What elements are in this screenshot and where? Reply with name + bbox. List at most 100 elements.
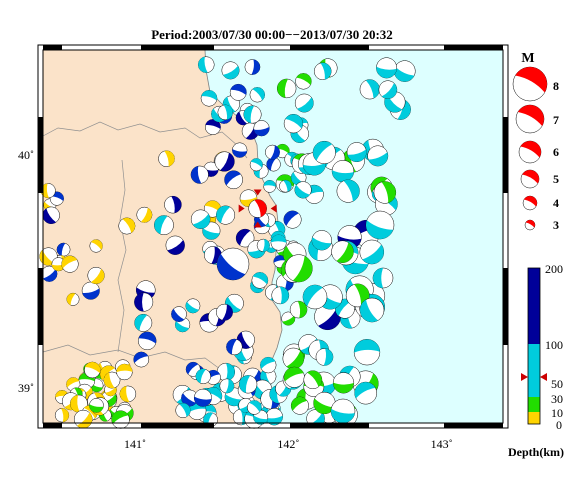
focal-mechanism — [313, 62, 332, 81]
focal-mechanism — [243, 105, 262, 124]
lon-tick-label: 141˚ — [124, 437, 146, 451]
magnitude-label-6: 6 — [553, 145, 559, 159]
focal-mechanism — [171, 306, 187, 322]
magnitude-label-4: 4 — [553, 196, 559, 210]
focal-mechanism — [249, 87, 265, 103]
lon-tick-label: 142˚ — [277, 437, 299, 451]
magnitude-legend-title: M — [521, 51, 534, 66]
focal-mechanism — [134, 292, 154, 312]
focal-mechanism — [283, 210, 302, 229]
focal-mechanism — [372, 267, 394, 289]
focal-mechanism — [295, 73, 312, 90]
focal-mechanism — [282, 347, 305, 370]
focal-mechanism — [219, 378, 235, 394]
focal-mechanism — [279, 179, 292, 193]
depth-colorbar: 200 100 50 30 10 0 Depth(km) — [508, 262, 564, 459]
focal-mechanism — [346, 142, 367, 163]
highlight-event-marker — [253, 221, 262, 228]
focal-mechanism — [195, 368, 211, 385]
focal-mechanism — [200, 90, 218, 107]
focal-mechanism — [251, 272, 269, 289]
depth-band-30-10 — [528, 397, 540, 412]
focal-mechanism — [247, 400, 262, 415]
highlight-event-marker — [253, 189, 262, 196]
focal-mechanism — [193, 388, 212, 407]
focal-mechanism — [249, 158, 263, 172]
magnitude-label-7: 7 — [553, 113, 559, 127]
depth-tick-10: 10 — [551, 406, 563, 420]
magnitude-legend-symbol — [512, 66, 548, 102]
focal-mechanism — [202, 221, 221, 240]
magnitude-legend-symbol — [518, 140, 542, 164]
focal-mechanism — [376, 57, 397, 79]
depth-scale-title: Depth(km) — [508, 445, 564, 459]
map-title: Period:2003/07/30 00:00−−2013/07/30 20:3… — [151, 27, 393, 42]
focal-mechanism — [365, 210, 395, 240]
depth-marker-right — [540, 373, 547, 381]
magnitude-legend-symbol — [524, 219, 536, 231]
depth-band-100-30 — [528, 344, 540, 397]
focal-mechanism — [253, 120, 270, 137]
focal-mechanism — [276, 78, 297, 99]
focal-mechanism — [313, 391, 336, 415]
focal-mechanism — [359, 239, 385, 265]
focal-mechanism — [373, 181, 397, 204]
focal-mechanism — [138, 331, 157, 351]
focal-mechanism — [235, 228, 255, 248]
focal-mechanism — [61, 255, 79, 273]
focal-mechanism — [359, 79, 380, 100]
focal-mechanism — [256, 238, 270, 252]
focal-mechanism — [354, 381, 378, 405]
focal-mechanism — [118, 217, 136, 235]
frame-scale-bars — [38, 45, 508, 428]
map-frame — [37, 44, 509, 429]
focal-mechanism — [216, 205, 236, 225]
depth-tick-30: 30 — [551, 392, 563, 406]
focal-mechanism — [165, 235, 185, 255]
magnitude-label-8: 8 — [553, 79, 559, 93]
focal-mechanism — [221, 61, 240, 80]
focal-mechanism — [54, 408, 70, 423]
focal-mechanism — [271, 286, 290, 305]
focal-mechanism — [238, 375, 258, 394]
focal-mechanism — [185, 298, 201, 314]
focal-mechanism — [119, 385, 137, 403]
lat-tick-label: 40˚ — [18, 148, 34, 162]
focal-mechanism — [315, 348, 334, 366]
focal-mechanism — [294, 93, 314, 113]
magnitude-label-5: 5 — [553, 172, 559, 186]
focal-mechanism — [66, 292, 80, 306]
lat-tick-label: 39˚ — [18, 381, 34, 395]
lon-tick-label: 143˚ — [431, 437, 453, 451]
focal-mechanism — [41, 265, 58, 282]
focal-mechanism — [216, 362, 235, 382]
focal-mechanism — [216, 247, 250, 281]
depth-tick-50: 50 — [551, 377, 563, 391]
highlight-event-marker — [270, 204, 277, 213]
focal-mechanism — [284, 254, 313, 283]
focal-mechanism — [89, 398, 104, 413]
depth-band-200-100 — [528, 268, 540, 344]
focal-mechanism — [311, 230, 332, 251]
focal-mechanism — [367, 145, 389, 167]
focal-mechanism — [190, 209, 211, 229]
magnitude-legend-symbol — [520, 169, 540, 189]
highlight-event-marker — [238, 204, 245, 213]
magnitude-legend-symbol — [522, 195, 538, 211]
focal-mechanism — [263, 179, 277, 193]
focal-mechanism — [312, 140, 336, 165]
focal-mechanism — [42, 206, 60, 224]
focal-mechanism — [175, 402, 191, 419]
focal-mechanism — [336, 179, 360, 203]
focal-mechanism — [164, 195, 182, 214]
focal-mechanism — [290, 396, 309, 415]
focal-mechanism — [89, 239, 103, 253]
focal-mechanism — [265, 144, 280, 160]
focal-mechanism — [303, 370, 323, 390]
highlight-event-symbol — [248, 199, 267, 218]
magnitude-legend: M 8 7 6 5 4 3 — [512, 51, 559, 232]
depth-marker-left — [521, 373, 528, 381]
focal-mechanism — [111, 410, 130, 429]
focal-mechanism — [353, 339, 381, 366]
